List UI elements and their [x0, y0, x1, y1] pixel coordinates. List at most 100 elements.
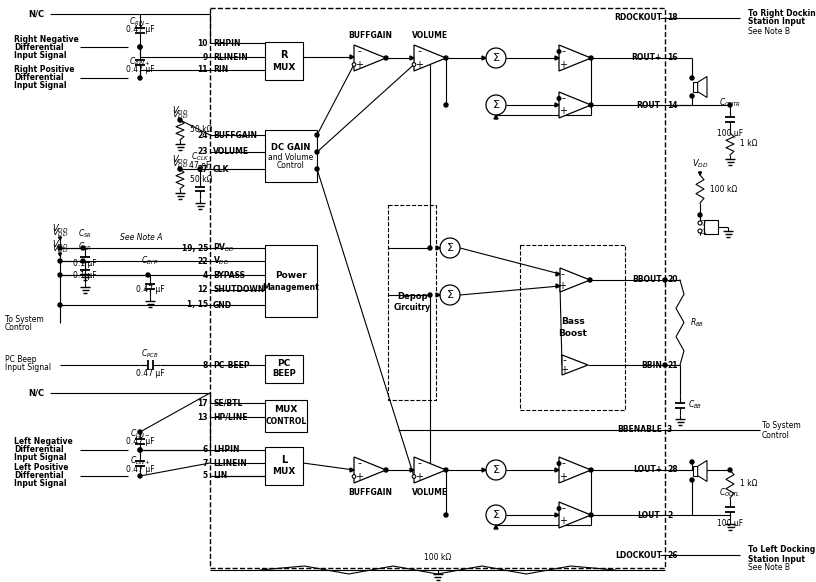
Text: LHPIN: LHPIN [213, 445, 240, 455]
Text: Σ: Σ [493, 53, 499, 63]
Polygon shape [555, 468, 559, 472]
Circle shape [58, 303, 62, 307]
Text: 28: 28 [667, 466, 677, 474]
Text: $C_{SR}$: $C_{SR}$ [78, 228, 92, 240]
Text: Left Positive: Left Positive [14, 463, 69, 473]
Circle shape [589, 513, 593, 517]
Text: -: - [357, 47, 361, 56]
Text: +: + [355, 471, 363, 481]
Text: RDOCKOUT: RDOCKOUT [614, 13, 662, 23]
Polygon shape [354, 45, 386, 71]
Text: 18: 18 [667, 13, 677, 23]
Text: 13: 13 [197, 413, 208, 421]
Text: Input Signal: Input Signal [14, 51, 66, 59]
Circle shape [486, 505, 506, 525]
Text: 0.47 µF: 0.47 µF [126, 66, 154, 74]
Circle shape [557, 49, 561, 54]
Text: 6: 6 [202, 445, 208, 455]
Text: 0.47 µF: 0.47 µF [126, 26, 154, 34]
Text: -: - [562, 355, 566, 365]
Text: $V_{DD}$: $V_{DD}$ [51, 243, 69, 255]
Text: 19, 25: 19, 25 [182, 243, 208, 253]
Polygon shape [556, 272, 560, 276]
Circle shape [698, 221, 702, 225]
Circle shape [138, 448, 142, 452]
Polygon shape [436, 293, 440, 297]
Bar [265, 130, 317, 182]
Polygon shape [414, 457, 446, 483]
Polygon shape [494, 525, 498, 529]
Text: To System: To System [762, 421, 800, 430]
Text: 23: 23 [197, 147, 208, 157]
Circle shape [690, 460, 694, 464]
Text: MUX: MUX [273, 467, 295, 477]
Text: +: + [558, 281, 566, 291]
Text: -: - [560, 269, 564, 279]
Circle shape [440, 238, 460, 258]
Circle shape [486, 460, 506, 480]
Text: VOLUME: VOLUME [412, 31, 448, 40]
Text: +: + [559, 107, 567, 116]
Polygon shape [350, 55, 354, 59]
Text: $V_{DD}$: $V_{DD}$ [171, 154, 188, 166]
Text: $C_{BB}$: $C_{BB}$ [688, 399, 703, 411]
Bar [704, 220, 718, 234]
Text: 7: 7 [202, 459, 208, 467]
Text: RLINEIN: RLINEIN [213, 52, 248, 62]
Circle shape [138, 45, 142, 49]
Circle shape [138, 45, 142, 49]
Polygon shape [559, 45, 591, 71]
Circle shape [589, 56, 593, 60]
Circle shape [138, 448, 142, 452]
Text: RHPIN: RHPIN [213, 38, 241, 48]
Text: To Right Docking: To Right Docking [748, 9, 816, 17]
Polygon shape [555, 513, 559, 517]
Polygon shape [59, 237, 61, 240]
Circle shape [728, 103, 732, 107]
Text: -: - [417, 47, 421, 56]
Text: V$_{DD}$: V$_{DD}$ [213, 255, 229, 267]
Circle shape [698, 213, 702, 217]
Polygon shape [410, 56, 414, 60]
Text: ROUT-: ROUT- [636, 101, 662, 109]
Circle shape [384, 468, 388, 472]
Text: L: L [281, 455, 287, 465]
Circle shape [428, 246, 432, 250]
Text: MUX: MUX [274, 406, 298, 414]
Text: Control: Control [277, 161, 305, 171]
Text: Differential: Differential [14, 73, 64, 83]
Text: Bass: Bass [561, 317, 584, 326]
Polygon shape [436, 246, 440, 250]
Text: BBIN: BBIN [641, 360, 662, 370]
Text: 0.47 µF: 0.47 µF [126, 438, 154, 446]
Text: Σ: Σ [493, 100, 499, 110]
Text: ROUT+: ROUT+ [632, 54, 662, 62]
Text: PV$_{DD}$: PV$_{DD}$ [213, 242, 234, 254]
Polygon shape [698, 172, 702, 175]
Circle shape [486, 95, 506, 115]
Text: $C_{LIN-}$: $C_{LIN-}$ [130, 428, 150, 440]
Text: 27: 27 [197, 165, 208, 173]
Text: HP/LINE: HP/LINE [213, 413, 247, 421]
Circle shape [315, 150, 319, 154]
Polygon shape [350, 468, 354, 472]
Text: +: + [415, 471, 423, 481]
Polygon shape [562, 355, 588, 375]
Text: Power: Power [275, 271, 307, 279]
Text: Right Negative: Right Negative [14, 34, 79, 44]
Text: -: - [561, 47, 565, 56]
Text: See Note A: See Note A [120, 233, 162, 243]
Text: $C_{RIN-}$: $C_{RIN-}$ [129, 16, 151, 29]
Text: and Volume: and Volume [268, 152, 313, 161]
Text: Input Signal: Input Signal [14, 81, 66, 90]
Bar [520, 245, 625, 410]
Bar [265, 400, 307, 432]
Text: SE/BTL: SE/BTL [213, 399, 242, 407]
Text: Station Input: Station Input [748, 555, 805, 563]
Text: 100 µF: 100 µF [717, 519, 743, 528]
Circle shape [428, 293, 432, 297]
Text: $C_{OUTL}$: $C_{OUTL}$ [720, 487, 741, 499]
Text: Σ: Σ [446, 290, 454, 300]
Text: 12: 12 [197, 286, 208, 294]
Text: LLINEIN: LLINEIN [213, 459, 246, 467]
